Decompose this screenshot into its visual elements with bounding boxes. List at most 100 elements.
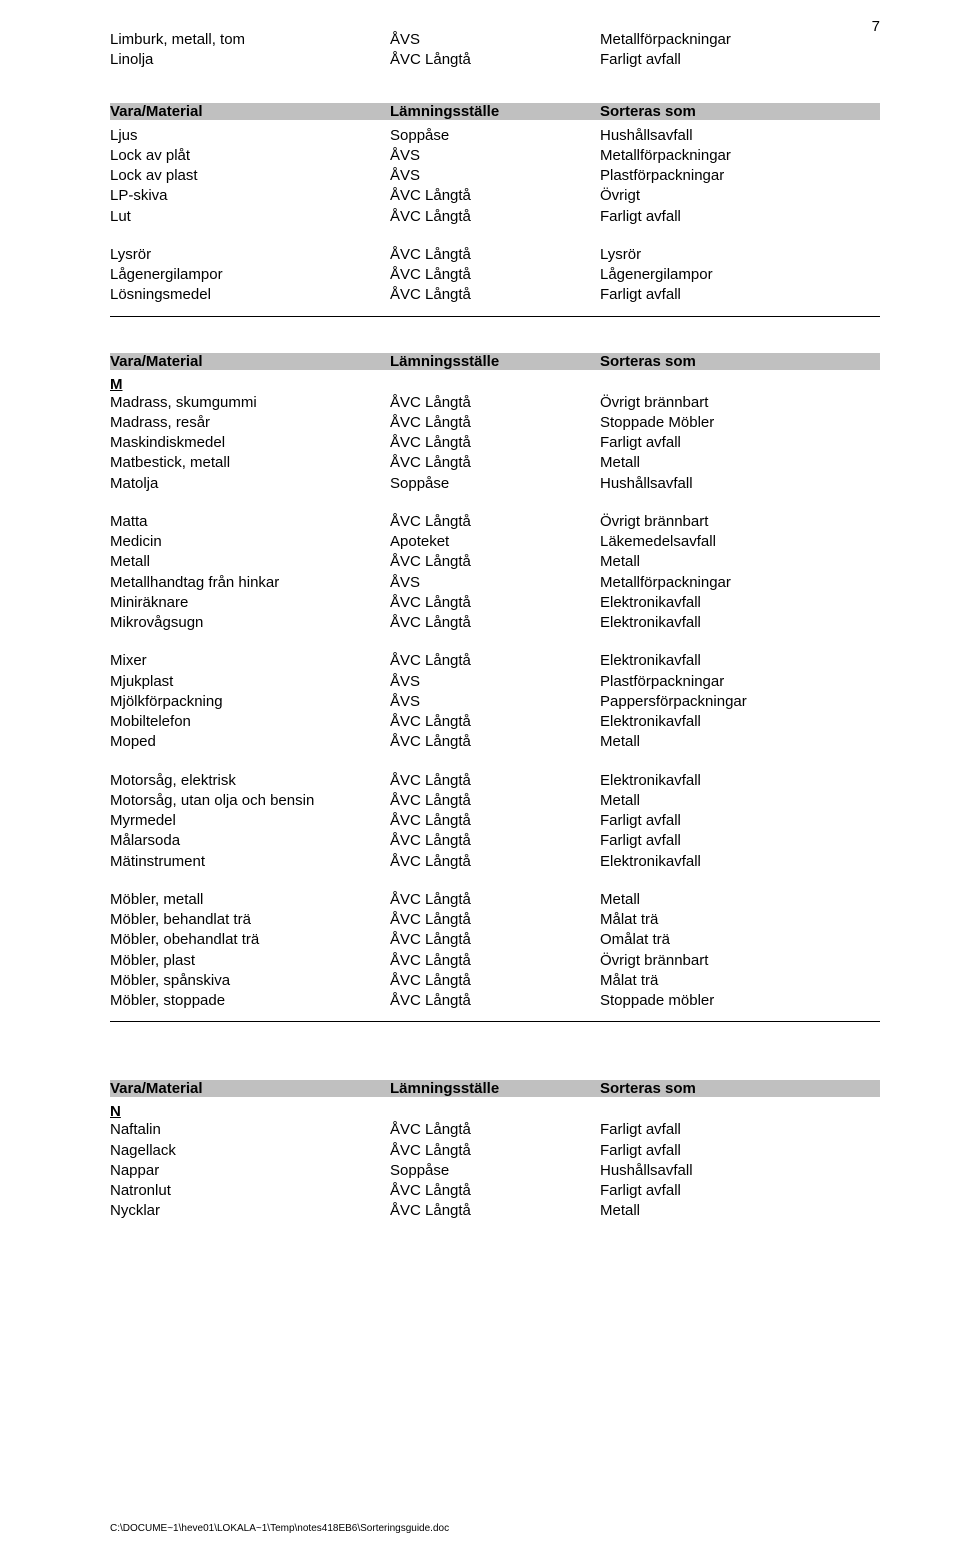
cell-item: Matta <box>110 512 390 532</box>
header-col2: Lämningsställe <box>390 353 600 370</box>
m-block4: Motorsåg, elektrisk ÅVC LångtåElektronika… <box>110 771 880 872</box>
cell-item: Matbestick, metall <box>110 453 390 473</box>
cell-place: ÅVC Långtå <box>390 207 600 227</box>
cell-item: Miniräknare <box>110 593 390 613</box>
cell-item: Limburk, metall, tom <box>110 30 390 50</box>
cell-sortedas: Elektronikavfall <box>600 852 880 872</box>
m-block2: MattaÅVC LångtåÖvrigt brännbartMedicinAp… <box>110 512 880 634</box>
l-block1: LjusSoppåseHushållsavfallLock av plåtÅVS… <box>110 126 880 227</box>
cell-place: ÅVC Långtå <box>390 50 600 70</box>
cell-place: ÅVC Långtå <box>390 852 600 872</box>
cell-item: Möbler, stoppade <box>110 991 390 1011</box>
cell-item: Möbler, behandlat trä <box>110 910 390 930</box>
table-row: MobiltelefonÅVC LångtåElektronikavfall <box>110 712 880 732</box>
cell-place: ÅVS <box>390 30 600 50</box>
table-row: Madrass, skumgummiÅVC LångtåÖvrigt bränn… <box>110 393 880 413</box>
cell-sortedas: Plastförpackningar <box>600 672 880 692</box>
cell-item: Maskindiskmedel <box>110 433 390 453</box>
cell-place: ÅVS <box>390 692 600 712</box>
header-col2: Lämningsställe <box>390 1080 600 1097</box>
cell-item: Motorsåg, elektrisk <box>110 771 390 791</box>
table-row: Möbler, behandlat träÅVC LångtåMålat trä <box>110 910 880 930</box>
cell-sortedas: Metallförpackningar <box>600 146 880 166</box>
top-block: Limburk, metall, tomÅVSMetallförpackning… <box>110 30 880 71</box>
cell-sortedas: Stoppade Möbler <box>600 413 880 433</box>
cell-place: ÅVC Långtå <box>390 930 600 950</box>
cell-item: Lut <box>110 207 390 227</box>
cell-sortedas: Metall <box>600 552 880 572</box>
cell-place: Apoteket <box>390 532 600 552</box>
cell-sortedas: Farligt avfall <box>600 207 880 227</box>
cell-place: ÅVS <box>390 166 600 186</box>
table-row: Möbler, plastÅVC LångtåÖvrigt brännbart <box>110 951 880 971</box>
cell-place: ÅVC Långtå <box>390 453 600 473</box>
cell-item: Målarsoda <box>110 831 390 851</box>
cell-item: Ljus <box>110 126 390 146</box>
page: 7 Limburk, metall, tomÅVSMetallförpackni… <box>0 0 960 1552</box>
table-row: MjölkförpackningÅVSPappersförpackningar <box>110 692 880 712</box>
cell-sortedas: Farligt avfall <box>600 433 880 453</box>
cell-item: Lock av plåt <box>110 146 390 166</box>
header-col3: Sorteras som <box>600 353 880 370</box>
cell-item: Mjölkförpackning <box>110 692 390 712</box>
cell-item: Mikrovågsugn <box>110 613 390 633</box>
cell-sortedas: Farligt avfall <box>600 811 880 831</box>
cell-sortedas: Övrigt <box>600 186 880 206</box>
cell-item: Matolja <box>110 474 390 494</box>
table-row: MedicinApoteketLäkemedelsavfall <box>110 532 880 552</box>
divider <box>110 1021 880 1022</box>
cell-sortedas: Farligt avfall <box>600 831 880 851</box>
cell-place: ÅVC Långtå <box>390 285 600 305</box>
m-block5: Möbler, metallÅVC LångtåMetallMöbler, be… <box>110 890 880 1012</box>
table-row: MattaÅVC LångtåÖvrigt brännbart <box>110 512 880 532</box>
table-row: LysrörÅVC LångtåLysrör <box>110 245 880 265</box>
cell-sortedas: Hushållsavfall <box>600 1161 880 1181</box>
cell-place: ÅVC Långtå <box>390 991 600 1011</box>
header-col1: Vara/Material <box>110 1080 390 1097</box>
cell-item: Madrass, skumgummi <box>110 393 390 413</box>
cell-sortedas: Lysrör <box>600 245 880 265</box>
cell-item: Mätinstrument <box>110 852 390 872</box>
cell-item: Metall <box>110 552 390 572</box>
table-row: Lock av plastÅVSPlastförpackningar <box>110 166 880 186</box>
cell-sortedas: Läkemedelsavfall <box>600 532 880 552</box>
table-row: MyrmedelÅVC LångtåFarligt avfall <box>110 811 880 831</box>
cell-item: Mixer <box>110 651 390 671</box>
cell-sortedas: Stoppade möbler <box>600 991 880 1011</box>
header-col3: Sorteras som <box>600 1080 880 1097</box>
table-row: LP-skivaÅVC LångtåÖvrigt <box>110 186 880 206</box>
table-row: LösningsmedelÅVC LångtåFarligt avfall <box>110 285 880 305</box>
cell-place: ÅVC Långtå <box>390 613 600 633</box>
cell-sortedas: Elektronikavfall <box>600 613 880 633</box>
table-row: LågenergilamporÅVC LångtåLågenergilampor <box>110 265 880 285</box>
cell-item: Mobiltelefon <box>110 712 390 732</box>
cell-place: ÅVS <box>390 146 600 166</box>
cell-item: Natronlut <box>110 1181 390 1201</box>
table-header: Vara/Material Lämningsställe Sorteras so… <box>110 103 880 120</box>
table-row: MikrovågsugnÅVC LångtåElektronikavfall <box>110 613 880 633</box>
cell-sortedas: Pappersförpackningar <box>600 692 880 712</box>
table-row: NycklarÅVC LångtåMetall <box>110 1201 880 1221</box>
cell-place: Soppåse <box>390 1161 600 1181</box>
page-number: 7 <box>872 18 880 35</box>
cell-sortedas: Elektronikavfall <box>600 651 880 671</box>
cell-place: ÅVC Långtå <box>390 651 600 671</box>
table-row: Möbler, stoppadeÅVC LångtåStoppade möble… <box>110 991 880 1011</box>
table-row: MålarsodaÅVC LångtåFarligt avfall <box>110 831 880 851</box>
cell-item: Möbler, spånskiva <box>110 971 390 991</box>
cell-place: ÅVC Långtå <box>390 831 600 851</box>
cell-sortedas: Hushållsavfall <box>600 474 880 494</box>
cell-item: Myrmedel <box>110 811 390 831</box>
cell-place: ÅVC Långtå <box>390 1181 600 1201</box>
table-row: Möbler, metallÅVC LångtåMetall <box>110 890 880 910</box>
cell-item: Moped <box>110 732 390 752</box>
cell-place: ÅVC Långtå <box>390 593 600 613</box>
cell-sortedas: Lågenergilampor <box>600 265 880 285</box>
table-header: Vara/Material Lämningsställe Sorteras so… <box>110 353 880 370</box>
cell-sortedas: Målat trä <box>600 910 880 930</box>
cell-place: ÅVC Långtå <box>390 413 600 433</box>
cell-sortedas: Plastförpackningar <box>600 166 880 186</box>
table-row: Metallhandtag från hinkarÅVSMetallförpac… <box>110 573 880 593</box>
table-row: LutÅVC LångtåFarligt avfall <box>110 207 880 227</box>
cell-sortedas: Metall <box>600 890 880 910</box>
